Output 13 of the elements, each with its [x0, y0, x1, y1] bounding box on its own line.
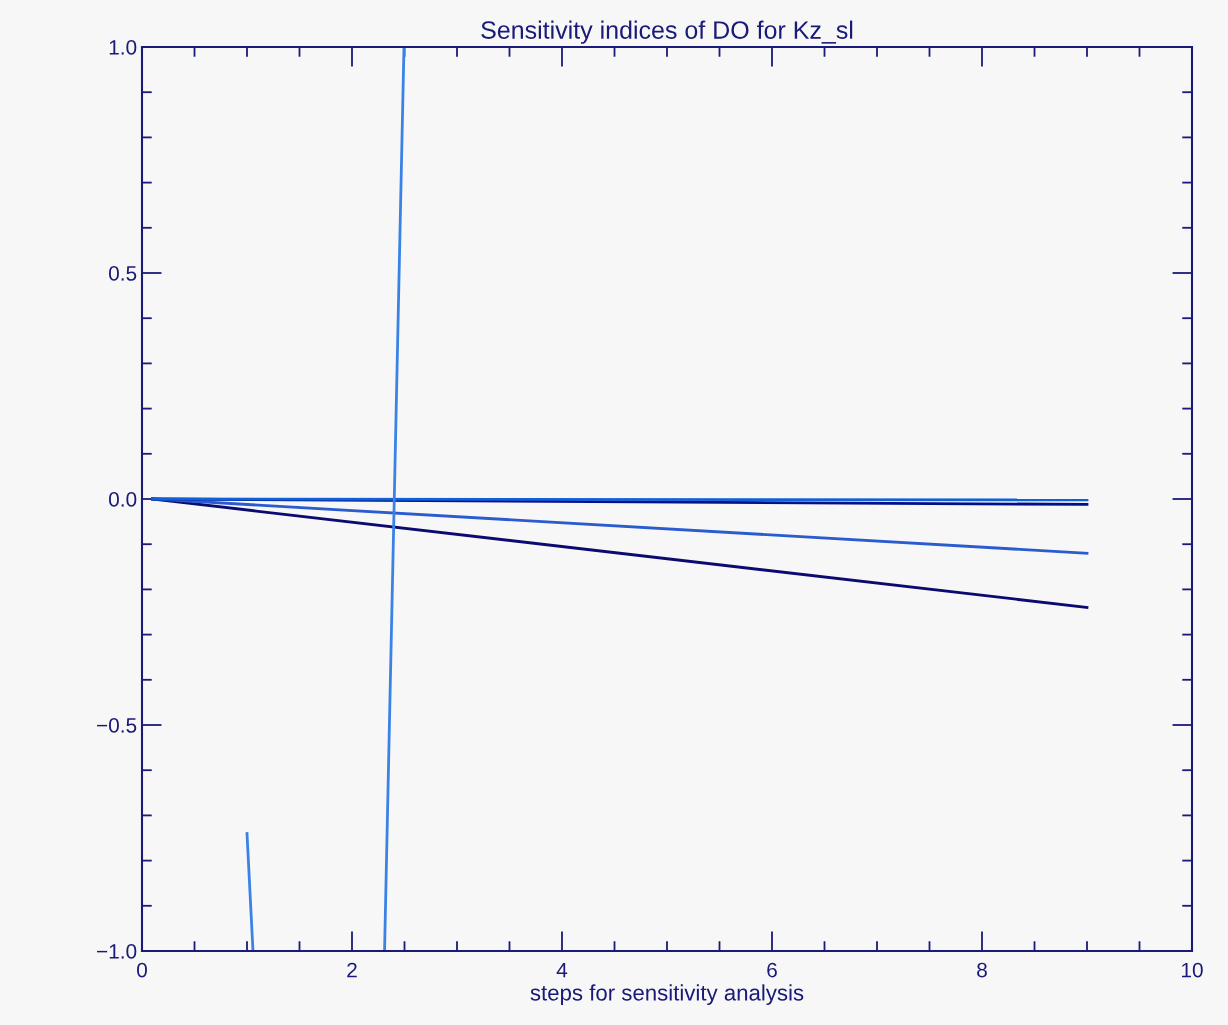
x-tick-label: 10 [1182, 962, 1203, 978]
x-tick-label: 4 [556, 962, 568, 978]
y-tick-label: −1.0 [97, 944, 137, 959]
x-tick-label: 6 [767, 962, 777, 978]
x-axis-title: steps for sensitivity analysis [530, 984, 804, 1006]
x-tick-label: 0 [137, 962, 147, 978]
y-tick-label: 1.0 [109, 40, 137, 55]
x-tick-label: 2 [347, 962, 357, 978]
chart-title: Sensitivity indices of DO for Kz_sl [481, 20, 853, 44]
y-tick-label: −0.5 [97, 718, 137, 733]
y-tick-label: 0.5 [108, 266, 137, 281]
x-tick-label: 8 [977, 962, 987, 978]
y-tick-label: 0.0 [108, 492, 137, 507]
